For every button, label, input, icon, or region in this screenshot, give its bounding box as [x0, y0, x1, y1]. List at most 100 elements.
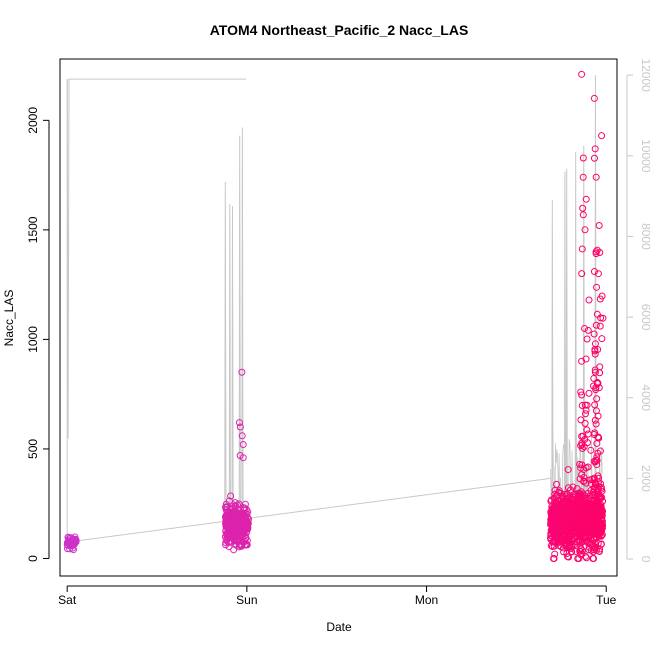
axes-layer: 0 500 1000 1500 2000 0 2000 4000 6000 8000 10000 12… — [26, 58, 650, 607]
data-point — [565, 543, 573, 551]
data-point — [578, 357, 586, 365]
data-point — [592, 248, 600, 256]
data-point — [547, 542, 555, 550]
line-spike — [565, 168, 568, 531]
data-point — [580, 466, 588, 474]
data-point — [581, 324, 589, 332]
data-point — [557, 543, 565, 551]
data-point — [594, 490, 602, 498]
y-tick-label: 2000 — [26, 107, 40, 134]
data-point — [244, 508, 252, 516]
y-tick-label: 500 — [26, 439, 40, 459]
data-point — [549, 528, 557, 536]
data-point — [556, 523, 564, 531]
data-point — [228, 531, 236, 539]
data-point — [582, 410, 589, 418]
data-point — [581, 506, 589, 514]
data-point — [556, 504, 564, 512]
data-point — [574, 554, 582, 562]
data-point — [553, 491, 561, 499]
data-point — [575, 503, 583, 511]
line-spike — [594, 75, 597, 531]
data-point — [547, 516, 555, 524]
data-point — [575, 537, 583, 545]
data-point — [581, 226, 589, 234]
data-point — [582, 479, 590, 487]
plot-layer — [63, 70, 607, 562]
data-point — [589, 502, 597, 510]
data-point — [591, 145, 599, 153]
data-point — [598, 531, 606, 539]
chart-title: ATOM4 Northeast_Pacific_2 Nacc_LAS — [210, 22, 469, 38]
y-axis-title: Nacc_LAS — [2, 290, 16, 347]
data-point — [573, 485, 581, 493]
data-point — [587, 446, 595, 454]
x-tick-label: Tue — [596, 593, 617, 607]
data-point — [554, 508, 562, 516]
data-point — [238, 520, 246, 528]
data-point — [593, 439, 601, 447]
data-point — [240, 504, 248, 512]
data-point — [233, 537, 241, 545]
data-point — [237, 509, 245, 517]
data-point — [548, 543, 556, 551]
data-point — [233, 524, 241, 532]
y2-tick-label: 6000 — [639, 304, 650, 331]
data-point — [230, 546, 238, 554]
data-point — [222, 538, 230, 546]
data-point — [223, 503, 231, 511]
data-point — [581, 496, 589, 504]
data-point — [578, 245, 586, 253]
data-point — [589, 509, 597, 517]
data-point — [550, 531, 558, 539]
data-point — [582, 515, 590, 523]
data-point — [598, 506, 606, 514]
line-spike — [241, 127, 244, 524]
line-spike — [224, 181, 227, 525]
data-point — [590, 374, 598, 382]
data-point — [551, 550, 559, 558]
data-point — [562, 502, 570, 510]
data-point — [236, 537, 244, 545]
data-point — [591, 483, 599, 491]
y-tick-label: 1000 — [26, 326, 40, 353]
data-point — [577, 388, 585, 396]
data-point — [594, 270, 602, 278]
data-point — [578, 70, 586, 78]
y2-tick-label: 0 — [639, 556, 650, 563]
data-point — [583, 426, 591, 434]
data-point — [596, 447, 604, 455]
data-point — [557, 537, 565, 545]
data-point — [591, 429, 599, 437]
data-point — [568, 514, 576, 522]
y2-tick-label: 10000 — [639, 139, 650, 173]
data-point — [581, 435, 589, 443]
data-point — [547, 508, 555, 516]
data-point — [584, 326, 592, 334]
data-point — [591, 521, 599, 529]
data-point — [571, 493, 579, 501]
line-spike — [574, 151, 577, 531]
data-point — [225, 497, 233, 505]
data-point — [594, 433, 602, 441]
data-point — [587, 534, 595, 542]
data-point — [599, 314, 607, 322]
data-point — [564, 543, 572, 551]
data-point — [592, 321, 600, 329]
y2-tick-label: 2000 — [639, 465, 650, 492]
data-point — [567, 548, 575, 556]
data-point — [595, 221, 603, 229]
data-point — [558, 492, 566, 500]
data-point — [598, 132, 606, 140]
data-point — [572, 522, 580, 530]
data-point — [241, 500, 249, 508]
data-point — [593, 395, 601, 403]
data-point — [597, 503, 605, 511]
y2-tick-label: 8000 — [639, 223, 650, 250]
data-point — [578, 270, 586, 278]
data-point — [591, 491, 599, 499]
y-tick-label: 0 — [26, 555, 40, 562]
data-point — [597, 540, 605, 548]
